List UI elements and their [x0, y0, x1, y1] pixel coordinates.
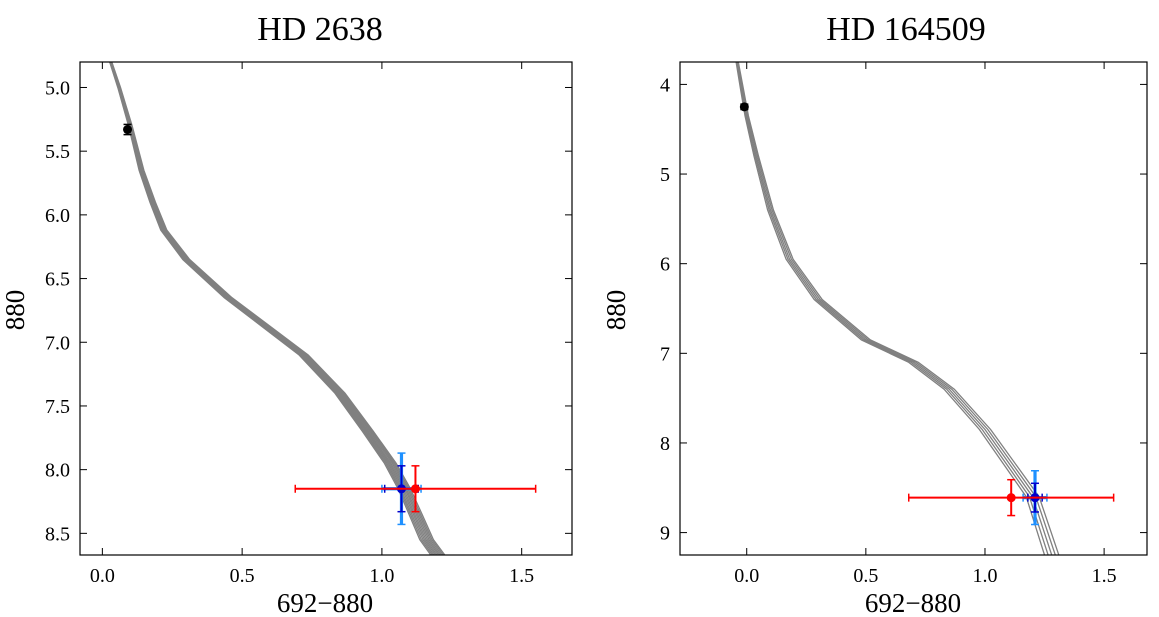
isochrone-line [737, 62, 1060, 555]
y-tick-label: 4 [660, 74, 670, 96]
panel-title: HD 2638 [257, 11, 383, 48]
isochrone-line [736, 62, 1053, 555]
plot-area: 0.0 0.5 1.0 1.5 4 5 6 7 8 9 [660, 61, 1148, 587]
y-tick-label: 5 [660, 164, 670, 186]
panel-hd-164509: HD 164509 692−880 880 0.0 0.5 1.0 1.5 4 5 6 7 8 9 [601, 11, 1148, 617]
y-axis-label: 880 [601, 290, 631, 331]
isochrone-line [110, 62, 441, 555]
plot-area: 0.0 0.5 1.0 1.5 5.0 5.5 6.0 6.5 7.0 7.5 8.0 8.5 [45, 61, 573, 587]
y-tick-label: 7.0 [45, 332, 70, 354]
y-tick-label: 8.0 [45, 460, 70, 482]
panel-hd-2638: HD 2638 692−880 880 0.0 0.5 1.0 1.5 5.0 5.5 6.… [0, 11, 573, 617]
data-point-primary [123, 123, 133, 136]
isochrone-line [109, 62, 432, 555]
x-tick-label: 1.5 [509, 565, 534, 587]
isochrone-line [735, 62, 1046, 555]
x-tick-label: 0.5 [853, 565, 878, 587]
isochrone-line [737, 62, 1056, 555]
isochrone-line [111, 62, 446, 555]
x-tick-label: 0.5 [230, 565, 255, 587]
y-tick-label: 6.5 [45, 269, 70, 291]
x-axis-label: 692−880 [865, 588, 961, 617]
panel-title: HD 164509 [826, 11, 986, 48]
y-tick-label: 6.0 [45, 205, 70, 227]
axes-frame [679, 61, 1148, 556]
isochrones [735, 62, 1060, 555]
data-point-companion-red [907, 478, 1115, 517]
x-tick-label: 1.0 [369, 565, 394, 587]
y-tick-label: 6 [660, 254, 670, 276]
x-tick-label: 0.0 [90, 565, 115, 587]
isochrone-line [109, 62, 435, 555]
y-tick-label: 7 [660, 343, 670, 365]
isochrones [109, 62, 446, 555]
y-axis-label: 880 [0, 290, 30, 331]
axes-frame [79, 61, 573, 556]
x-tick-label: 1.0 [972, 565, 997, 587]
isochrone-line [109, 62, 438, 555]
y-tick-label: 5.0 [45, 77, 70, 99]
x-tick-label: 1.5 [1092, 565, 1117, 587]
data-point-primary [739, 102, 749, 112]
x-tick-label: 0.0 [734, 565, 759, 587]
y-tick-label: 8 [660, 433, 670, 455]
isochrone-line [109, 62, 433, 555]
y-tick-label: 9 [660, 523, 670, 545]
y-tick-label: 7.5 [45, 396, 70, 418]
x-axis-label: 692−880 [277, 588, 373, 617]
isochrone-line [109, 62, 437, 555]
isochrone-line [735, 62, 1049, 555]
y-tick-label: 5.5 [45, 141, 70, 163]
isochrone-line [110, 62, 440, 555]
y-tick-label: 8.5 [45, 523, 70, 545]
isochrone-line [110, 62, 443, 555]
data-point-companion-red [294, 465, 537, 513]
